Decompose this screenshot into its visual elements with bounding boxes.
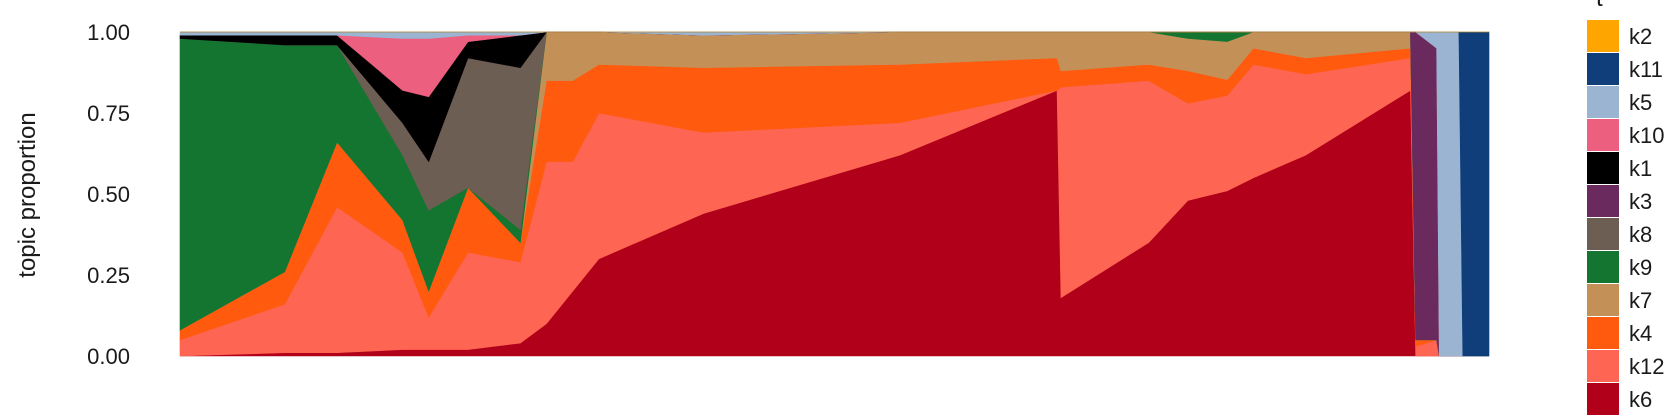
y-tick-label: 0.25	[87, 263, 130, 288]
y-tick-label: 0.00	[87, 344, 130, 369]
legend-label-k7: k7	[1629, 288, 1652, 313]
legend-label-k11: k11	[1629, 57, 1663, 82]
legend-label-k6: k6	[1629, 387, 1652, 412]
legend-label-k8: k8	[1629, 222, 1652, 247]
y-tick-label: 0.75	[87, 101, 130, 126]
legend-swatch-k8	[1587, 218, 1619, 250]
legend-swatch-k9	[1587, 251, 1619, 283]
legend-swatch-k11	[1587, 53, 1619, 85]
legend-label-k2: k2	[1629, 24, 1652, 49]
legend-swatch-k12	[1587, 350, 1619, 382]
legend-label-k10: k10	[1629, 123, 1664, 148]
y-axis-title: topic proportion	[14, 112, 41, 277]
legend-label-k3: k3	[1629, 189, 1652, 214]
legend-label-k12: k12	[1629, 354, 1664, 379]
legend-swatch-k7	[1587, 284, 1619, 316]
legend: t k2 k11 k5 k10 k1 k3 k8 k9 k7 k4 k12 k6	[1587, 0, 1664, 415]
plot-area	[179, 31, 1490, 357]
legend-label-k4: k4	[1629, 321, 1652, 346]
legend-swatch-k4	[1587, 317, 1619, 349]
legend-label-k5: k5	[1629, 90, 1652, 115]
legend-swatch-k2	[1587, 20, 1619, 52]
legend-swatch-k3	[1587, 185, 1619, 217]
legend-title: t	[1596, 0, 1603, 12]
legend-swatch-k6	[1587, 383, 1619, 415]
y-tick-label: 0.50	[87, 182, 130, 207]
legend-label-k9: k9	[1629, 255, 1652, 280]
legend-label-k1: k1	[1629, 156, 1652, 181]
legend-swatch-k10	[1587, 119, 1619, 151]
legend-swatch-k1	[1587, 152, 1619, 184]
y-axis: 0.00 0.25 0.50 0.75 1.00	[87, 20, 130, 369]
legend-swatch-k5	[1587, 86, 1619, 118]
y-tick-label: 1.00	[87, 20, 130, 45]
